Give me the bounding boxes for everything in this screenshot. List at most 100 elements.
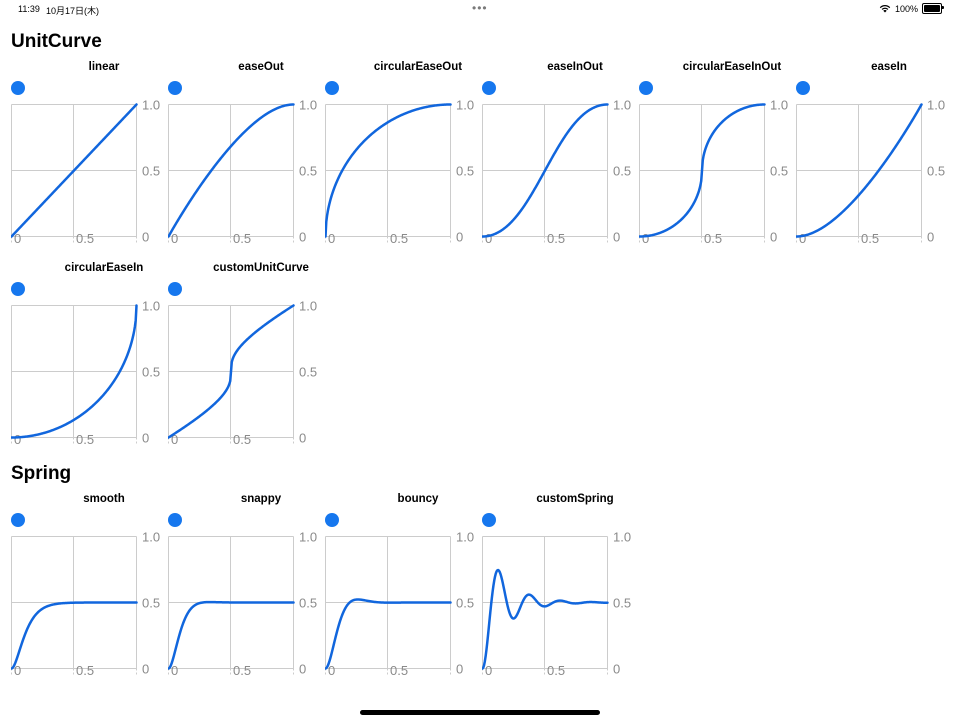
x-tick-label: 0.5 [233,432,251,444]
battery-percent: 100% [894,3,918,14]
y-tick-label: 0.5 [613,596,631,611]
panel-bouncy: bouncy 1.0 0.5 0 0 0.5 [325,493,475,675]
x-tick-label: 0 [328,231,335,243]
status-bar: 11:39 10月17日(木) ••• 100% [0,0,960,18]
y-tick-label: 1.0 [299,98,317,113]
x-tick-label: 0.5 [233,663,251,675]
curve-line [168,103,295,238]
x-tick-label: 0 [171,663,178,675]
animated-dot[interactable] [482,513,496,527]
panel-title: easeOut [238,61,284,73]
x-tick-label: 0 [14,231,21,243]
curve-chart: 1.0 0.5 0 0 0.5 [482,530,631,676]
x-tick-label: 0.5 [233,231,251,243]
panel-title: circularEaseOut [373,61,463,73]
curve-chart: 1.00.500 0.5 [168,98,317,243]
x-tick-label: 0 [171,231,178,243]
curve-line [168,600,295,670]
y-tick-label: 0 [299,431,306,445]
x-tick-label: 0.5 [861,231,879,243]
panel-circularEaseIn: circularEaseIn 1.0 0.5 0 0 0.5 [11,262,161,444]
y-tick-label: 0.5 [299,164,317,179]
curve-line [325,103,452,238]
section-title-spring: Spring [11,463,72,484]
panel-title: easeInOut [547,61,603,73]
panel-customUnitCurve: customUnitCurve 1.0 0.5 0 0 0.5 [168,262,318,444]
animated-dot[interactable] [11,81,25,95]
panel-title: customSpring [536,493,614,505]
curve-line [639,103,766,238]
curve-chart: 1.00.500 0.5 [11,299,160,445]
panel-title: snappy [240,493,282,505]
y-tick-label: 0.5 [299,365,317,380]
y-tick-label: 1.0 [613,98,631,113]
y-tick-label: 0.5 [927,164,945,179]
curve-chart: 1.00.500 0.5 [325,98,474,243]
y-tick-label: 1.0 [456,530,474,545]
y-tick-label: 0.5 [142,365,160,380]
curve-line [325,598,452,670]
x-tick-label: 0 [328,663,335,675]
animated-dot[interactable] [482,81,496,95]
y-tick-label: 0 [299,662,306,676]
animated-dot[interactable] [325,513,339,527]
x-tick-label: 0 [14,663,21,675]
panel-title: easeIn [871,61,907,73]
curve-chart: 1.0 0.5 0 0 0.5 [168,530,317,676]
y-tick-label: 1.0 [456,98,474,113]
panel-title: circularEaseInOut [682,61,782,73]
curve-chart: 1.00.500 0.5 [639,98,788,244]
animated-dot[interactable] [168,282,182,296]
y-tick-label: 0.5 [142,596,160,611]
curve-line [482,568,609,670]
y-tick-label: 1.0 [613,530,631,545]
y-tick-label: 0 [613,662,620,676]
panel-circularEaseInOut: circularEaseInOut 1.0 0.5 0 0 0.5 [639,61,789,243]
panel-snappy: snappy 1.0 0.5 0 0 0.5 [168,493,318,675]
curve-chart: 1.00.500 0.5 [482,98,631,244]
y-tick-label: 1.0 [299,530,317,545]
more-dots-icon[interactable]: ••• [472,1,488,15]
animated-dot[interactable] [168,81,182,95]
panel-title: smooth [83,493,125,505]
y-tick-label: 1.0 [770,98,788,113]
curve-chart: 1.0 0.5 0 0 0.5 [11,530,160,676]
curve-line [482,103,609,238]
status-date: 10月17日(木) [46,6,100,16]
y-tick-label: 0 [770,230,777,244]
curve-line [796,103,923,238]
y-tick-label: 0 [142,431,149,445]
animated-dot[interactable] [11,513,25,527]
animated-dot[interactable] [639,81,653,95]
panel-title: bouncy [397,493,439,505]
x-tick-label: 0.5 [76,663,94,675]
y-tick-label: 0.5 [142,164,160,179]
animated-dot[interactable] [168,513,182,527]
animated-dot[interactable] [325,81,339,95]
x-tick-label: 0.5 [547,231,565,243]
y-tick-label: 0.5 [613,164,631,179]
y-tick-label: 0.5 [299,596,317,611]
curve-line [168,304,295,439]
curve-chart: 1.00.500 0.5 [168,299,317,445]
animated-dot[interactable] [11,282,25,296]
y-tick-label: 0 [142,230,149,244]
x-tick-label: 0.5 [547,663,565,675]
y-tick-label: 1.0 [142,299,160,314]
animated-dot[interactable] [796,81,810,95]
y-tick-label: 0 [613,230,620,244]
y-tick-label: 0 [142,662,149,676]
curve-line [11,304,138,439]
curve-line [11,601,138,670]
x-tick-label: 0 [485,663,492,675]
x-tick-label: 0.5 [390,663,408,675]
y-tick-label: 1.0 [299,299,317,314]
home-indicator[interactable] [360,710,600,715]
y-tick-label: 0 [456,662,463,676]
panel-title: linear [88,61,120,73]
panel-customSpring: customSpring 1.0 0.5 0 0 0.5 [482,493,632,675]
panel-title: customUnitCurve [213,262,309,274]
section-title-unitcurve: UnitCurve [11,31,102,52]
panel-title: circularEaseIn [64,262,144,274]
y-tick-label: 1.0 [142,530,160,545]
